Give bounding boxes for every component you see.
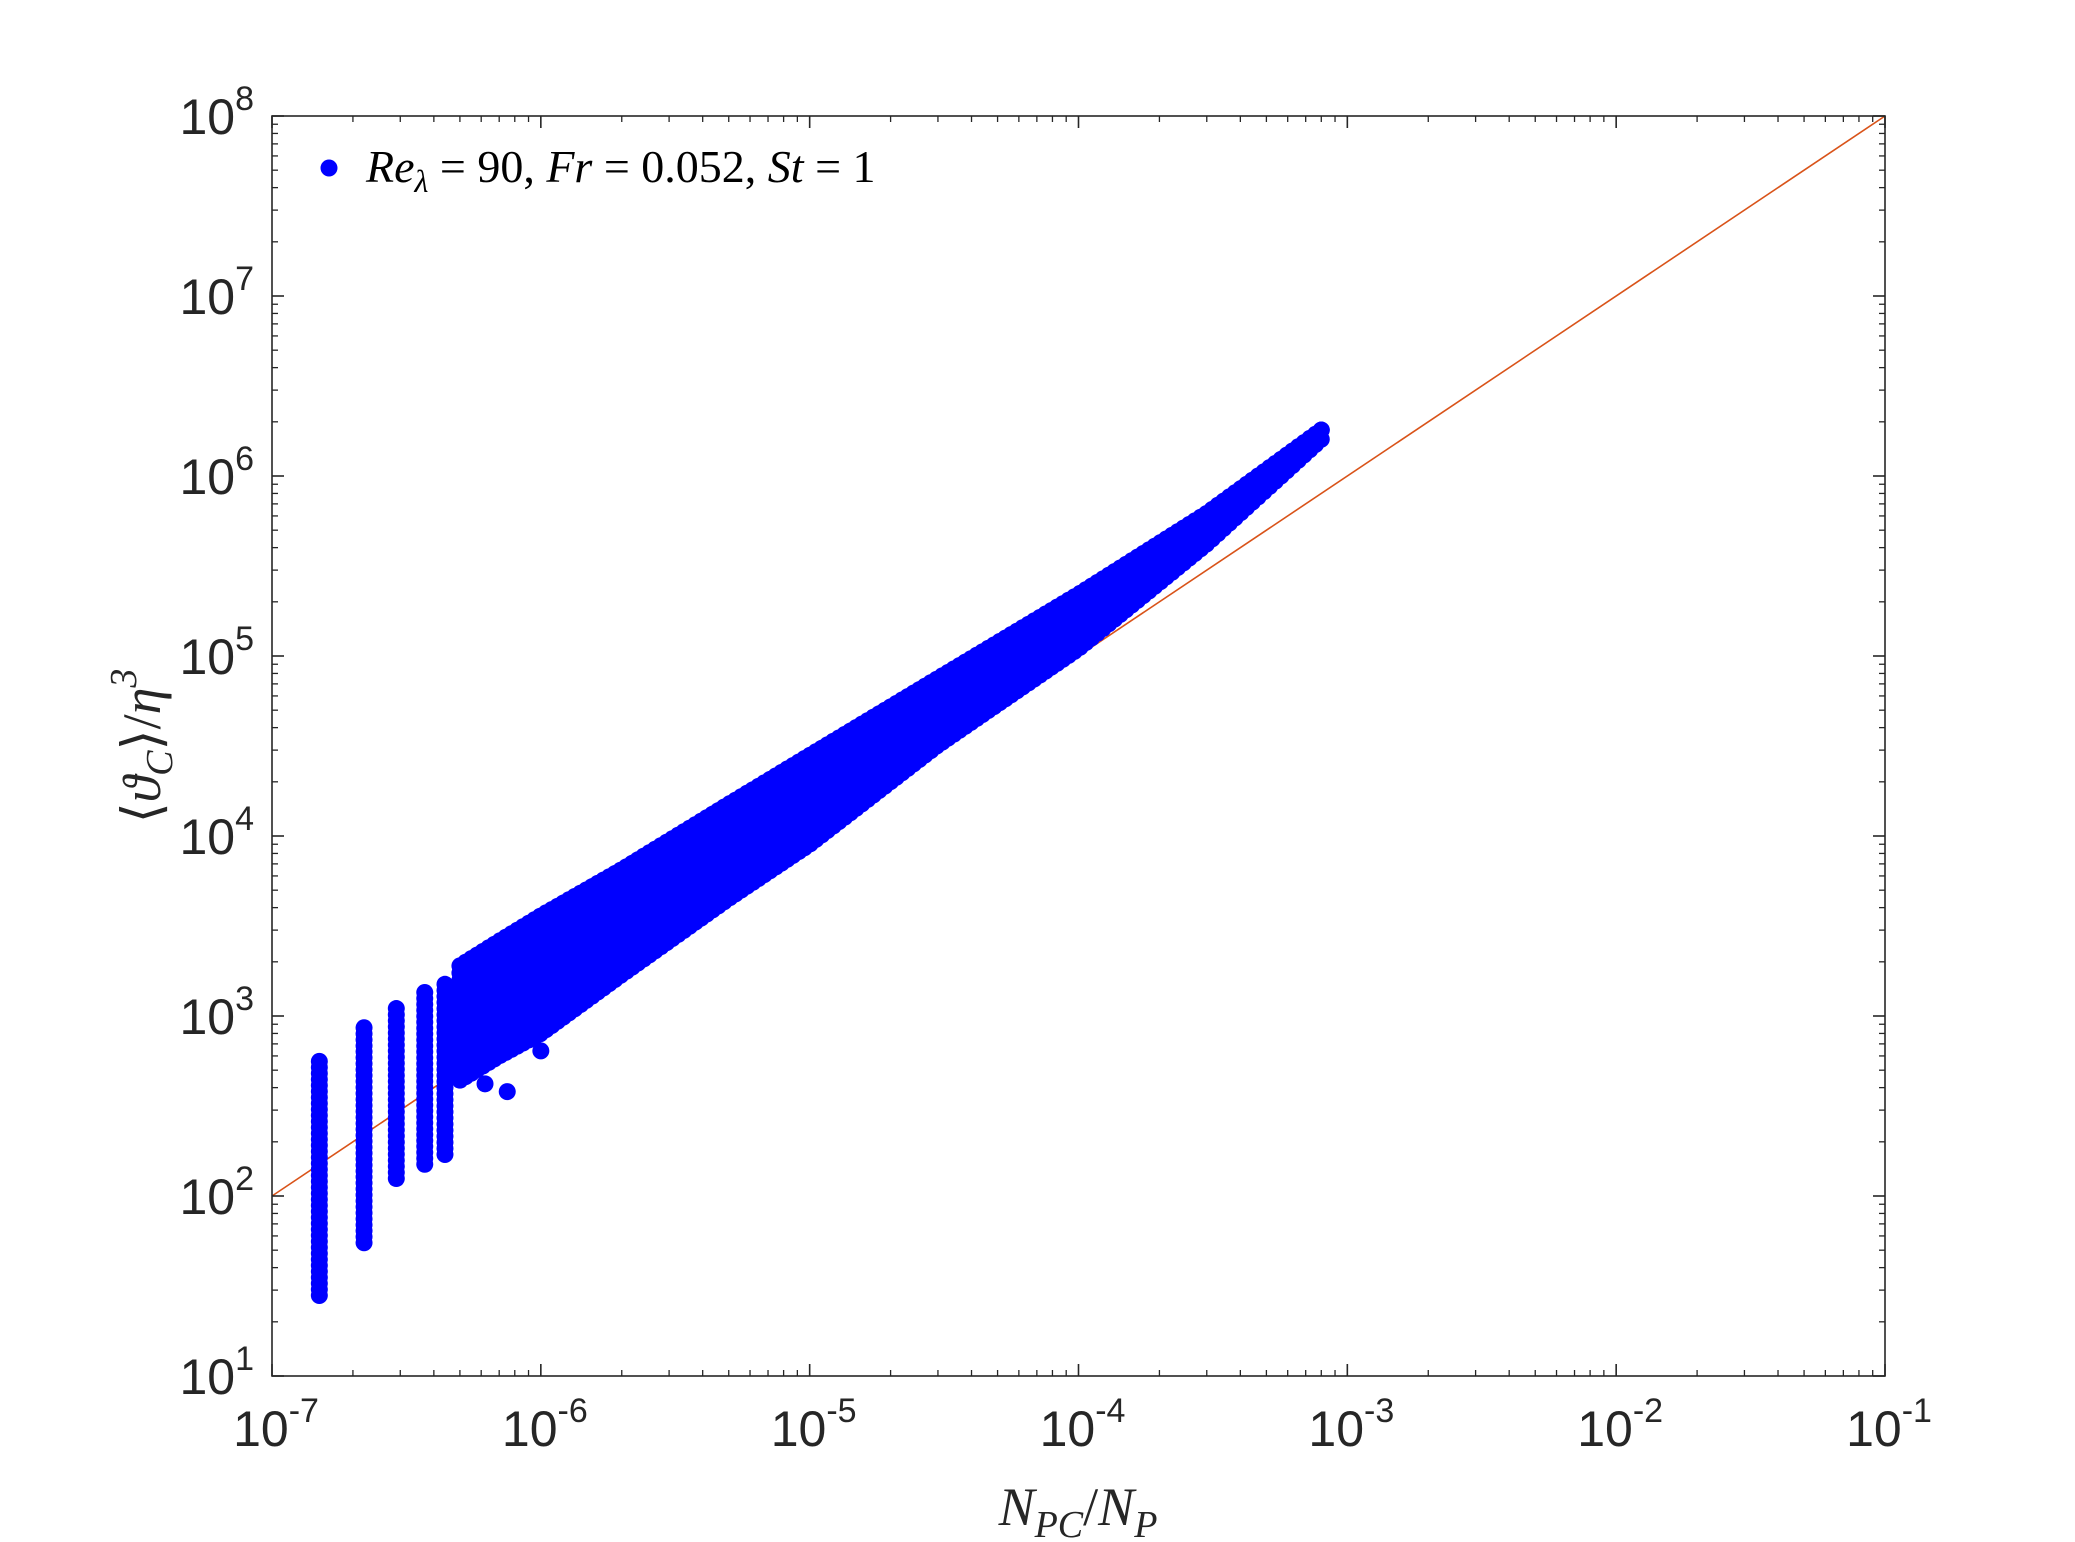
data-point-outlier — [543, 1016, 561, 1034]
data-point — [310, 1052, 328, 1070]
y-tick-label: 101 — [179, 1340, 254, 1405]
y-tick-label: 102 — [179, 1160, 254, 1225]
data-point-outlier — [476, 1075, 494, 1093]
x-tick-label: 10-7 — [233, 1392, 319, 1457]
tick-labels-layer: 10-7 10-6 10-5 10-4 10-3 10-2 10-1 101 102 103 104… — [179, 80, 1931, 1457]
legend: Reλ = 90, Fr = 0.052, St = 1 — [320, 141, 876, 199]
data-points-layer — [310, 421, 1330, 1305]
x-axis-label: NPC/NP — [998, 1477, 1158, 1542]
data-point — [387, 1000, 405, 1018]
data-point — [355, 1019, 373, 1037]
x-tick-label: 10-4 — [1040, 1392, 1126, 1457]
legend-entry-label: Reλ = 90, Fr = 0.052, St = 1 — [365, 141, 876, 199]
x-tick-label: 10-1 — [1846, 1392, 1932, 1457]
y-tick-label: 103 — [179, 980, 254, 1045]
x-tick-label: 10-2 — [1577, 1392, 1663, 1457]
y-axis-label: ⟨ϑC⟩/η3 — [103, 669, 181, 824]
axes-layer — [271, 115, 1886, 1377]
data-point — [436, 975, 454, 993]
y-tick-label: 105 — [179, 620, 254, 685]
x-tick-label: 10-3 — [1308, 1392, 1394, 1457]
data-point-outlier — [831, 790, 849, 808]
x-tick-label: 10-6 — [502, 1392, 588, 1457]
y-tick-label: 104 — [179, 800, 254, 865]
data-point-endpoint — [1312, 421, 1330, 439]
data-point-outlier — [498, 1083, 516, 1101]
x-tick-label: 10-5 — [771, 1392, 857, 1457]
y-tick-label: 107 — [179, 260, 254, 325]
data-point-outlier — [532, 1042, 550, 1060]
legend-marker — [320, 159, 338, 177]
y-tick-label: 108 — [179, 80, 254, 145]
plot-background — [272, 116, 1885, 1376]
data-point — [416, 984, 434, 1002]
y-tick-label: 106 — [179, 440, 254, 505]
